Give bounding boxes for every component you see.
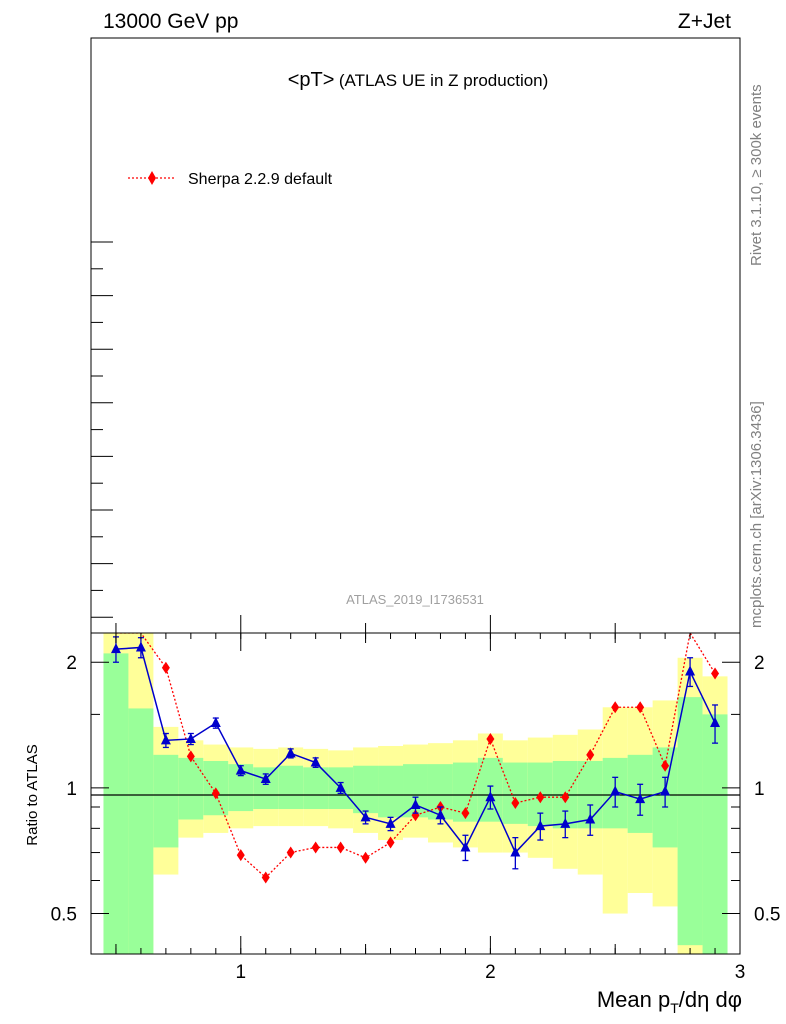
data-point — [110, 643, 121, 654]
data-point — [710, 717, 721, 728]
y-axis-label: Ratio to ATLAS — [24, 744, 41, 845]
energy-label: 13000 GeV pp — [103, 10, 238, 33]
data-point — [360, 811, 371, 822]
x-axis-label: Mean pT/dη dφ — [597, 987, 742, 1016]
ratio-axis-ticks: 1 2 3 0.5 0.5 1 1 2 2 — [51, 615, 780, 983]
band-inner-bin — [278, 765, 304, 810]
sherpa-point — [286, 846, 295, 859]
series-sherpa — [115, 633, 720, 884]
y-tick-label-right: 0.5 — [754, 905, 780, 926]
analysis-watermark: ATLAS_2019_I1736531 — [346, 592, 484, 607]
data-point — [210, 717, 221, 728]
x-tick-label: 3 — [735, 962, 746, 983]
x-tick-label: 2 — [485, 962, 496, 983]
data-point — [335, 781, 346, 792]
sherpa-point — [311, 841, 320, 854]
data-point — [610, 785, 621, 796]
process-label: Z+Jet — [678, 10, 731, 33]
sherpa-point — [461, 807, 470, 820]
data-point — [135, 641, 146, 652]
band-inner-bin — [353, 765, 379, 814]
legend-label-sherpa: Sherpa 2.2.9 default — [188, 171, 333, 188]
data-point — [460, 841, 471, 852]
data-point — [260, 773, 271, 784]
data-point — [635, 793, 646, 804]
plot-title-main: <pT> — [288, 69, 335, 91]
sherpa-point — [486, 732, 495, 745]
sherpa-point — [261, 871, 270, 884]
band-inner-bin — [178, 757, 204, 820]
main-y-ticks — [91, 241, 113, 618]
data-point — [185, 732, 196, 743]
sherpa-point — [511, 797, 520, 810]
plot-title: <pT> (ATLAS UE in Z production) — [288, 69, 549, 91]
sherpa-point — [161, 661, 170, 674]
y-tick-label: 0.5 — [51, 905, 77, 926]
main-panel-frame — [90, 37, 741, 634]
data-point — [385, 817, 396, 828]
band-inner-bin — [303, 767, 329, 810]
data-point — [310, 756, 321, 767]
band-inner-bin — [128, 708, 154, 954]
sherpa-point — [661, 759, 670, 772]
sherpa-point — [411, 809, 420, 822]
band-inner-bin — [103, 653, 129, 954]
sherpa-point — [361, 851, 370, 864]
y-tick-label-right: 2 — [754, 653, 765, 674]
plot-title-sub: (ATLAS UE in Z production) — [339, 71, 548, 90]
sherpa-point — [211, 787, 220, 800]
y-tick-label-right: 1 — [754, 779, 765, 800]
legend-marker — [148, 171, 156, 185]
x-axis-label-subscript: T — [670, 1000, 679, 1016]
data-point — [235, 764, 246, 775]
series-atlas-data — [110, 636, 721, 870]
y-tick-label: 2 — [66, 653, 77, 674]
data-point — [285, 747, 296, 758]
sherpa-point — [186, 750, 195, 763]
data-point — [685, 665, 696, 676]
y-tick-label: 1 — [66, 779, 77, 800]
data-point — [660, 785, 671, 796]
data-point — [560, 817, 571, 828]
x-axis-label-part: Mean p — [597, 987, 670, 1012]
data-point — [160, 734, 171, 745]
band-inner-bin — [378, 765, 404, 818]
sherpa-point — [711, 667, 720, 680]
source-label: mcplots.cern.ch [arXiv:1306.3436] — [748, 401, 765, 628]
band-inner-bin — [677, 697, 703, 946]
data-point — [585, 813, 596, 824]
x-axis-label-part: /dη dφ — [679, 987, 742, 1012]
sherpa-point — [536, 791, 545, 804]
ratio-bands — [103, 633, 728, 954]
rivet-label: Rivet 3.1.10, ≥ 300k events — [748, 84, 765, 266]
sherpa-point — [561, 791, 570, 804]
data-point — [535, 820, 546, 831]
sherpa-point — [386, 836, 395, 849]
x-tick-label: 1 — [235, 962, 246, 983]
band-inner-bin — [153, 754, 179, 848]
legend: Sherpa 2.2.9 default — [128, 171, 333, 188]
sherpa-point — [586, 748, 595, 761]
sherpa-point — [611, 701, 620, 714]
sherpa-point — [236, 849, 245, 862]
data-point — [510, 846, 521, 857]
band-inner-bin — [702, 714, 728, 954]
band-inner-bin — [502, 762, 528, 824]
data-point — [485, 791, 496, 802]
sherpa-point — [336, 841, 345, 854]
data-point — [435, 809, 446, 820]
sherpa-point — [636, 701, 645, 714]
data-point — [410, 798, 421, 809]
